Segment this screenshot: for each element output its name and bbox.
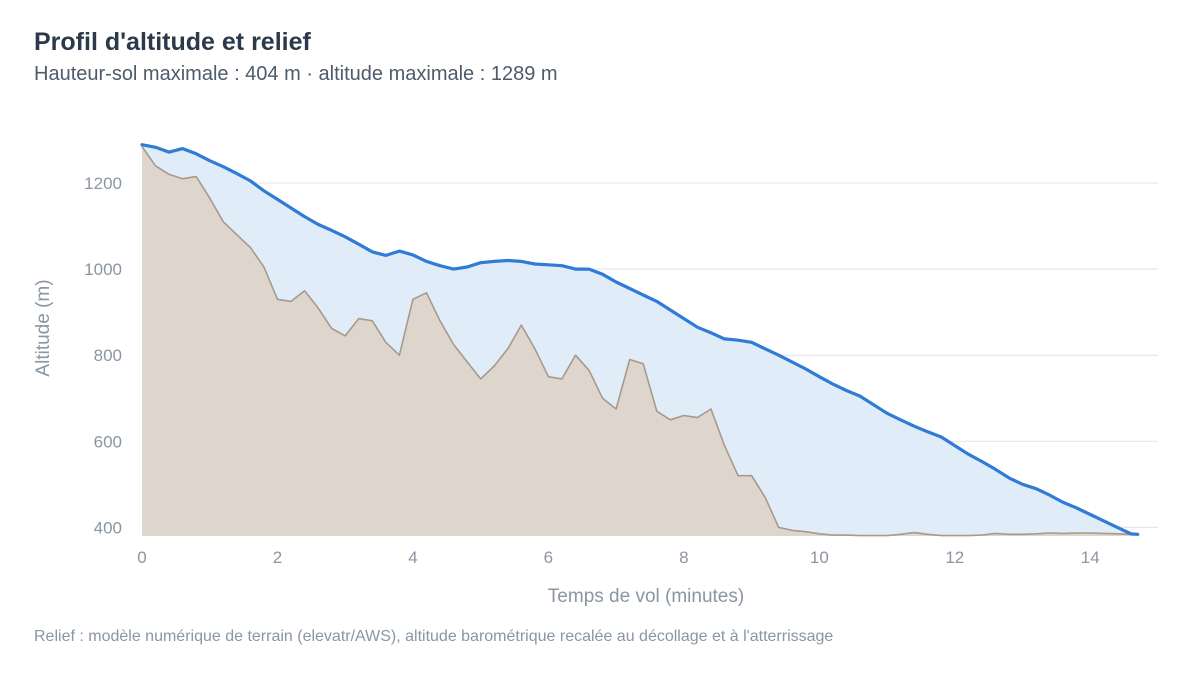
y-tick-label: 1000 [84, 260, 122, 279]
y-axis-ticks: 400 600 800 1000 1200 [84, 174, 122, 537]
x-tick-label: 10 [810, 548, 829, 567]
chart-subtitle: Hauteur-sol maximale : 404 m · altitude … [34, 63, 558, 85]
y-axis-title: Altitude (m) [33, 279, 54, 376]
terrain-line [141, 145, 1139, 537]
x-tick-label: 0 [137, 548, 146, 567]
chart-areas [141, 144, 1139, 537]
x-tick-label: 12 [945, 548, 964, 567]
x-tick-label: 8 [679, 548, 688, 567]
y-tick-label: 800 [94, 346, 122, 365]
y-tick-label: 600 [94, 432, 122, 451]
chart-title: Profil d'altitude et relief [34, 28, 311, 56]
x-axis-title: Temps de vol (minutes) [548, 586, 744, 607]
flight_altitude-line [140, 143, 1140, 536]
y-tick-label: 1200 [84, 174, 122, 193]
y-tick-label: 400 [94, 518, 122, 537]
x-tick-label: 2 [273, 548, 282, 567]
x-tick-label: 4 [408, 548, 417, 567]
terrain-area [142, 146, 1138, 536]
x-axis-ticks: 0 2 4 6 8 10 12 14 [137, 548, 1099, 567]
chart-lines [140, 143, 1140, 536]
x-tick-label: 14 [1081, 548, 1100, 567]
chart-caption: Relief : modèle numérique de terrain (el… [34, 628, 834, 645]
x-tick-label: 6 [544, 548, 553, 567]
